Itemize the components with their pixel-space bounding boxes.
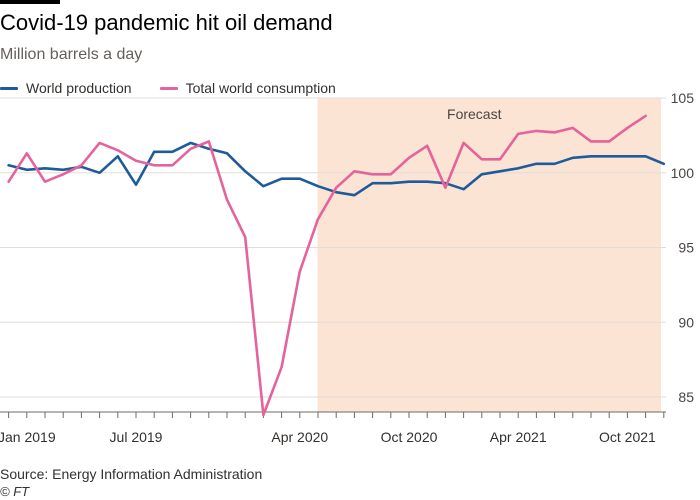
y-tick-label-105: 105 bbox=[671, 90, 695, 106]
credit-note: © FT bbox=[0, 484, 30, 499]
series-line-production bbox=[7, 141, 666, 197]
x-tick-label: Oct 2021 bbox=[599, 429, 656, 445]
chart-subtitle: Million barrels a day bbox=[0, 46, 143, 63]
x-tick-label: Apr 2021 bbox=[490, 429, 547, 445]
x-tick-label: Apr 2020 bbox=[271, 429, 328, 445]
chart-title: Covid-19 pandemic hit oil demand bbox=[0, 10, 333, 35]
forecast-band bbox=[317, 98, 661, 412]
x-tick-label: Jan 2019 bbox=[0, 429, 56, 445]
legend-swatch-consumption bbox=[159, 86, 178, 90]
line-chart: Forecast 85 90 95 100 105 Jan 2019 Jul 2019 Apr … bbox=[0, 90, 695, 445]
legend-item-consumption: Total world consumption bbox=[159, 80, 336, 96]
series-line-consumption bbox=[7, 114, 647, 417]
legend-label-consumption: Total world consumption bbox=[185, 80, 336, 96]
x-tick-label: Oct 2020 bbox=[381, 429, 438, 445]
source-note: Source: Energy Information Administratio… bbox=[0, 466, 263, 482]
y-tick-label-95: 95 bbox=[678, 240, 694, 256]
brand-rule bbox=[0, 0, 60, 4]
y-tick-label-100: 100 bbox=[671, 165, 695, 181]
legend-swatch-production bbox=[0, 86, 18, 90]
chart-legend: World production Total world consumption bbox=[0, 78, 364, 98]
legend-label-production: World production bbox=[26, 80, 132, 96]
y-tick-label-85: 85 bbox=[678, 389, 694, 405]
y-tick-label-90: 90 bbox=[678, 314, 694, 330]
forecast-label: Forecast bbox=[447, 106, 502, 122]
legend-item-production: World production bbox=[0, 80, 132, 96]
x-tick-label: Jul 2019 bbox=[110, 429, 163, 445]
